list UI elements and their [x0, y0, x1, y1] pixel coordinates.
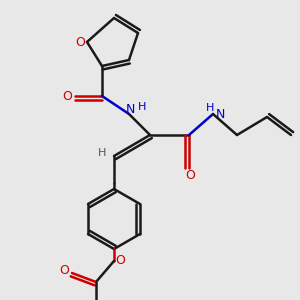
- Text: H: H: [138, 101, 147, 112]
- Text: O: O: [76, 35, 85, 49]
- Text: N: N: [216, 107, 225, 121]
- Text: O: O: [186, 169, 195, 182]
- Text: O: O: [63, 89, 72, 103]
- Text: H: H: [98, 148, 106, 158]
- Text: N: N: [126, 103, 135, 116]
- Text: H: H: [206, 103, 214, 113]
- Text: O: O: [60, 263, 69, 277]
- Text: O: O: [116, 254, 125, 268]
